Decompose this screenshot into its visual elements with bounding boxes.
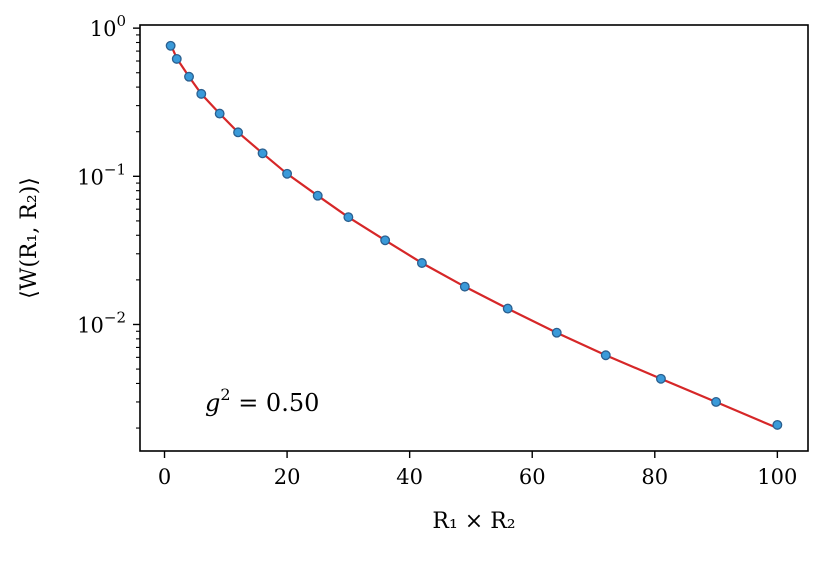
data-points-layer bbox=[165, 40, 783, 430]
y-tick-label: 10−1 bbox=[77, 160, 126, 189]
data-point bbox=[196, 88, 207, 99]
data-point bbox=[459, 281, 470, 292]
data-point bbox=[312, 190, 323, 201]
data-point bbox=[233, 127, 244, 138]
y-axis-ticks: 100 10−1 10−2 bbox=[77, 12, 140, 429]
x-axis-ticks: 0 20 40 60 80 100 bbox=[158, 451, 797, 489]
x-tick-label: 100 bbox=[757, 465, 797, 489]
data-point bbox=[711, 397, 722, 407]
data-point bbox=[165, 40, 176, 51]
data-point bbox=[416, 258, 427, 268]
data-point bbox=[655, 373, 666, 384]
x-tick-label: 60 bbox=[519, 465, 546, 489]
plot-frame bbox=[139, 24, 809, 452]
plot-area bbox=[140, 25, 808, 451]
data-point bbox=[380, 235, 391, 246]
data-point bbox=[171, 53, 182, 64]
data-point bbox=[184, 71, 194, 82]
data-point bbox=[282, 168, 293, 179]
y-tick-label: 10−2 bbox=[77, 308, 126, 337]
x-tick-label: 80 bbox=[641, 465, 668, 489]
x-tick-label: 40 bbox=[396, 465, 423, 489]
y-tick-label: 100 bbox=[90, 12, 126, 41]
x-tick-label: 0 bbox=[158, 465, 171, 489]
data-point bbox=[502, 303, 513, 314]
data-point bbox=[600, 350, 611, 361]
coupling-annotation: g2 = 0.50 bbox=[205, 385, 319, 417]
y-axis-title: ⟨W(R₁, R₂)⟩ bbox=[17, 177, 42, 299]
x-tick-label: 20 bbox=[274, 465, 301, 489]
data-point bbox=[551, 327, 562, 338]
data-point bbox=[772, 419, 783, 430]
data-point bbox=[214, 108, 225, 119]
data-point bbox=[257, 148, 268, 159]
data-point bbox=[343, 212, 354, 223]
x-axis-title: R₁ × R₂ bbox=[432, 509, 515, 534]
